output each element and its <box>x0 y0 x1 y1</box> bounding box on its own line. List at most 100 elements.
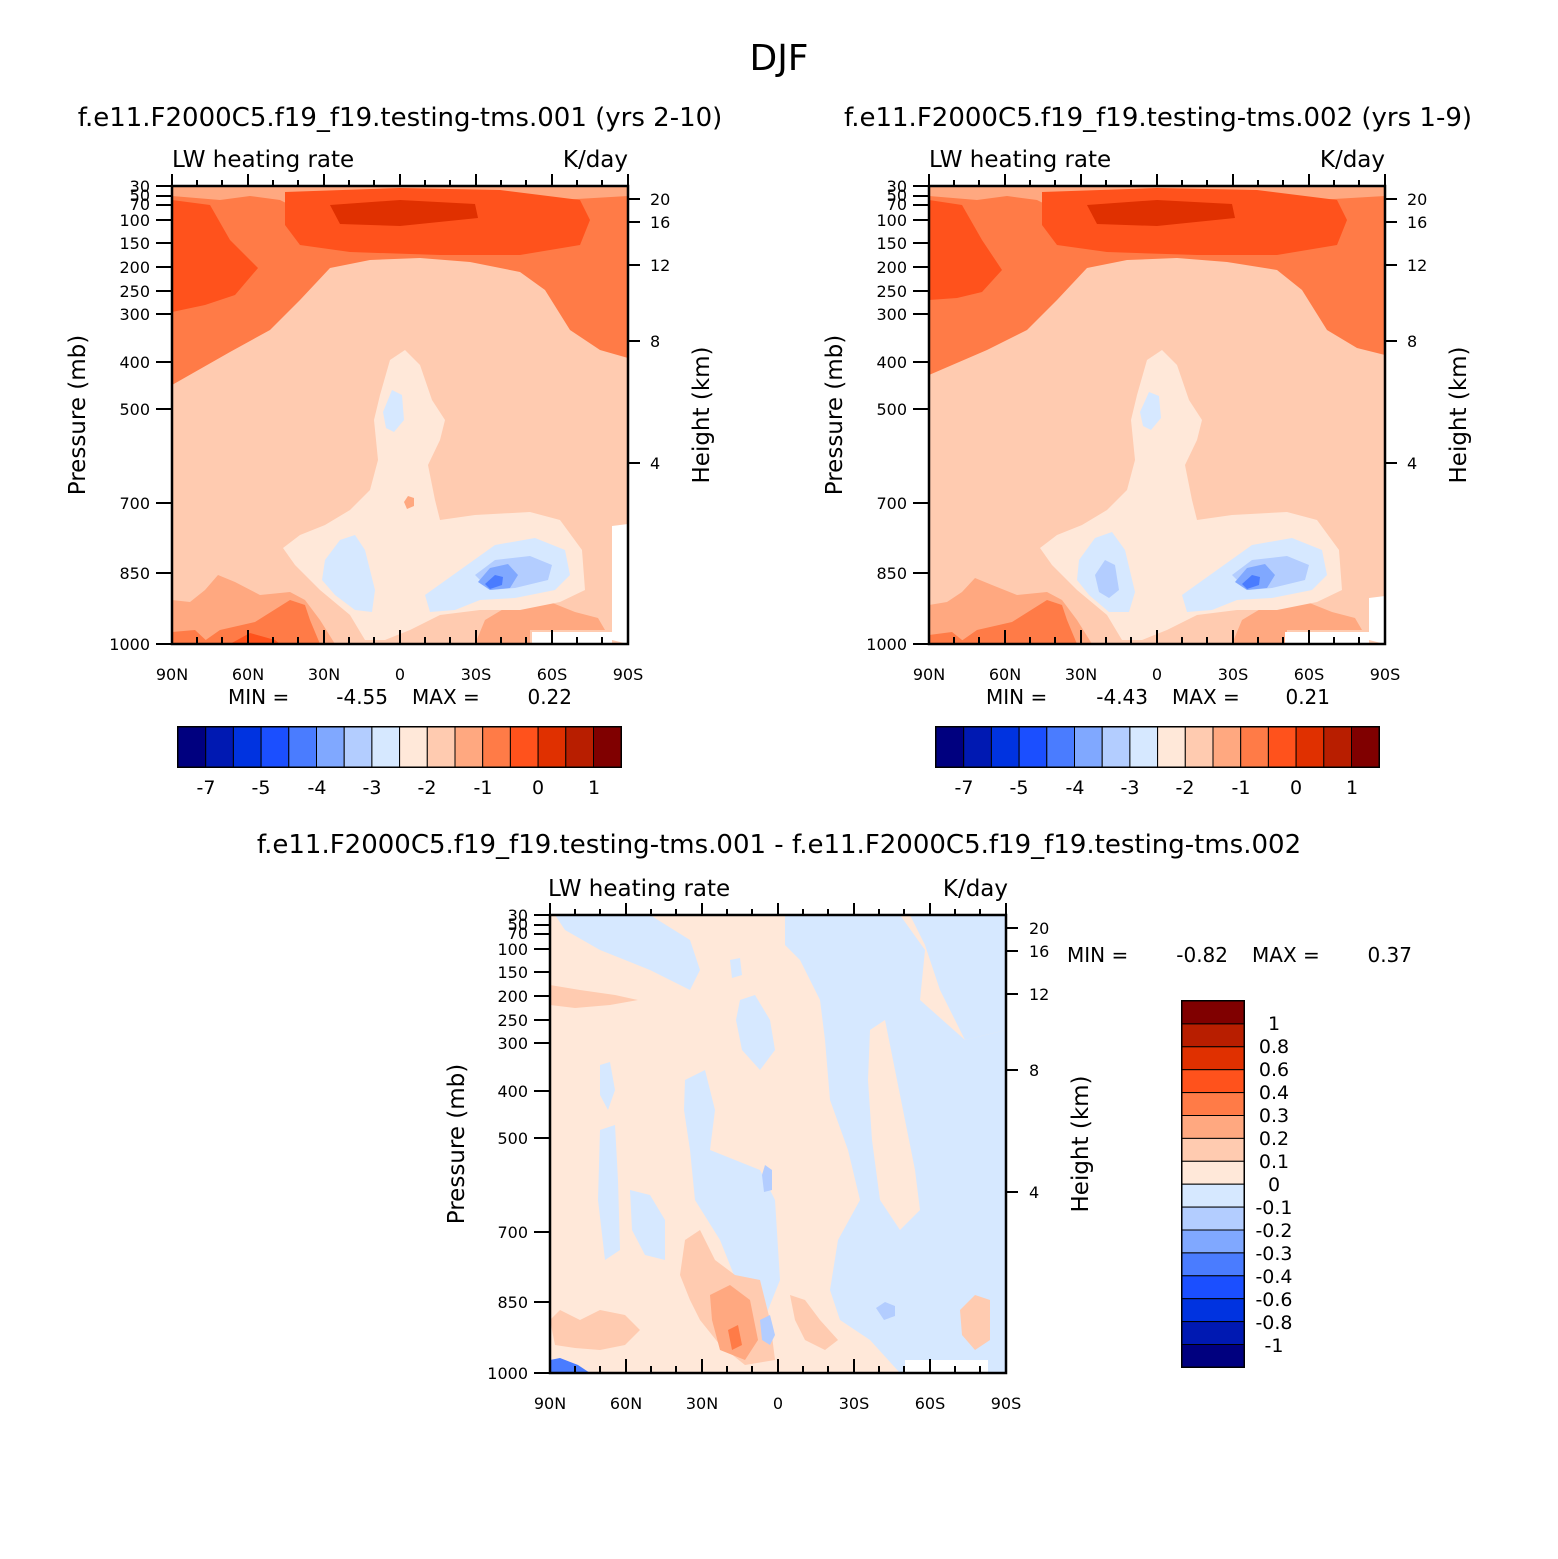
colorbar-tick: -1 <box>1232 777 1251 799</box>
colorbar-swatch <box>1295 726 1325 768</box>
colorbar-tick: -1 <box>474 777 493 799</box>
y-tick-label: 30 <box>130 177 150 196</box>
colorbar-swatch <box>990 726 1020 768</box>
x-tick-label: 0 <box>773 1394 783 1413</box>
colorbar-swatch <box>1181 1298 1245 1323</box>
units-label: K/day <box>1320 147 1385 173</box>
min-value: -0.82 <box>1176 943 1228 967</box>
y-tick-label: 700 <box>497 1223 528 1242</box>
min-label: MIN = <box>228 685 289 709</box>
colorbar-swatch <box>1181 1023 1245 1048</box>
min-label: MIN = <box>1067 943 1128 967</box>
axes-frame <box>156 174 640 646</box>
max-label: MAX = <box>412 685 480 709</box>
colorbar-tick: -4 <box>1066 777 1085 799</box>
max-label: MAX = <box>1172 685 1240 709</box>
x-tick-label: 0 <box>1152 665 1162 684</box>
y-tick-label: 700 <box>119 494 150 513</box>
colorbar-swatch <box>1129 726 1159 768</box>
colorbar-tick: -7 <box>197 777 216 799</box>
colorbar-swatch <box>1181 1252 1245 1277</box>
x-tick-label: 30S <box>1218 665 1249 684</box>
y-tick-label: 1000 <box>866 635 907 654</box>
x-tick-label: 90S <box>991 1394 1022 1413</box>
colorbar-tick: -5 <box>252 777 271 799</box>
y-tick-label: 400 <box>497 1082 528 1101</box>
y-tick-label: 100 <box>497 940 528 959</box>
field-label: LW heating rate <box>172 147 354 173</box>
y-tick-label: 50 <box>887 186 907 205</box>
colorbar-tick: -5 <box>1010 777 1029 799</box>
max-value: 0.37 <box>1367 943 1412 967</box>
colorbar-tick: -1 <box>1265 1335 1284 1357</box>
y-tick-label: 1000 <box>487 1364 528 1383</box>
y-tick-label: 150 <box>497 963 528 982</box>
colorbar-swatch <box>343 726 373 768</box>
colorbar-tick: -3 <box>1121 777 1140 799</box>
x-tick-label: 90S <box>1370 665 1401 684</box>
y-tick-label: 100 <box>876 211 907 230</box>
colorbar-tick: -3 <box>363 777 382 799</box>
colorbar-swatch <box>1018 726 1048 768</box>
colorbar-swatch <box>1181 1000 1245 1025</box>
x-tick-label: 30N <box>686 1394 718 1413</box>
y-tick-label: 850 <box>119 564 150 583</box>
colorbar-tick: -0.1 <box>1255 1197 1292 1219</box>
colorbar-swatch <box>1157 726 1186 768</box>
y2-tick-label: 4 <box>1029 1183 1039 1202</box>
colorbar-swatch <box>1181 1092 1245 1116</box>
y-tick-label: 300 <box>119 305 150 324</box>
field-label: LW heating rate <box>548 876 730 902</box>
x-tick-label: 60N <box>989 665 1021 684</box>
x-tick-label: 30S <box>839 1394 870 1413</box>
x-tick-label: 90N <box>156 665 188 684</box>
colorbar-tick: 0 <box>1268 1174 1280 1196</box>
y-tick-label: 50 <box>130 186 150 205</box>
y2-tick-label: 20 <box>1407 190 1427 209</box>
y-tick-label: 50 <box>508 915 528 934</box>
y-axis-label: Pressure (mb) <box>65 335 91 495</box>
colorbar-swatch <box>177 726 207 768</box>
x-tick-label: 60S <box>1294 665 1325 684</box>
colorbar-tick: 0 <box>532 777 544 799</box>
y2-tick-label: 12 <box>650 256 670 275</box>
y-tick-label: 500 <box>876 400 907 419</box>
colorbar-swatch <box>1181 1183 1245 1208</box>
colorbar-swatch <box>426 726 456 768</box>
units-label: K/day <box>943 876 1008 902</box>
axes-frame <box>534 903 1018 1375</box>
colorbar-tick: -0.2 <box>1255 1220 1292 1242</box>
y2-tick-label: 12 <box>1029 985 1049 1004</box>
field-label: LW heating rate <box>929 147 1111 173</box>
colorbar-swatch <box>963 726 992 768</box>
colorbar-tick: 0.3 <box>1259 1105 1289 1127</box>
y-tick-label: 70 <box>508 924 528 943</box>
colorbar-swatch <box>565 726 594 768</box>
y2-tick-label: 20 <box>650 190 670 209</box>
colorbar-swatch <box>454 726 484 768</box>
y2-tick-label: 20 <box>1029 919 1049 938</box>
colorbar-swatch <box>316 726 345 768</box>
y2-tick-label: 4 <box>650 454 660 473</box>
colorbar-swatch <box>509 726 539 768</box>
colorbar: 1 0.8 0.6 0.4 0.3 0.2 0.1 0 -0.1 -0.2 -0… <box>1181 1000 1293 1368</box>
min-value: -4.43 <box>1096 685 1148 709</box>
colorbar-tick: 1 <box>1268 1013 1280 1035</box>
colorbar-swatch <box>1184 726 1214 768</box>
x-tick-label: 60N <box>610 1394 642 1413</box>
y-tick-label: 400 <box>876 353 907 372</box>
y2-axis-label: Height (km) <box>1068 1075 1094 1212</box>
colorbar-tick: 1 <box>1346 777 1358 799</box>
colorbar-tick: 0.8 <box>1259 1036 1289 1058</box>
units-label: K/day <box>563 147 628 173</box>
x-tick-label: 30S <box>461 665 492 684</box>
y2-tick-label: 8 <box>650 332 660 351</box>
y-tick-label: 850 <box>876 564 907 583</box>
y-tick-label: 30 <box>887 177 907 196</box>
colorbar-swatch <box>1181 1137 1245 1162</box>
y-tick-label: 850 <box>497 1293 528 1312</box>
y-tick-label: 200 <box>119 258 150 277</box>
colorbar-tick: -0.8 <box>1255 1312 1292 1334</box>
colorbar-swatch <box>232 726 262 768</box>
